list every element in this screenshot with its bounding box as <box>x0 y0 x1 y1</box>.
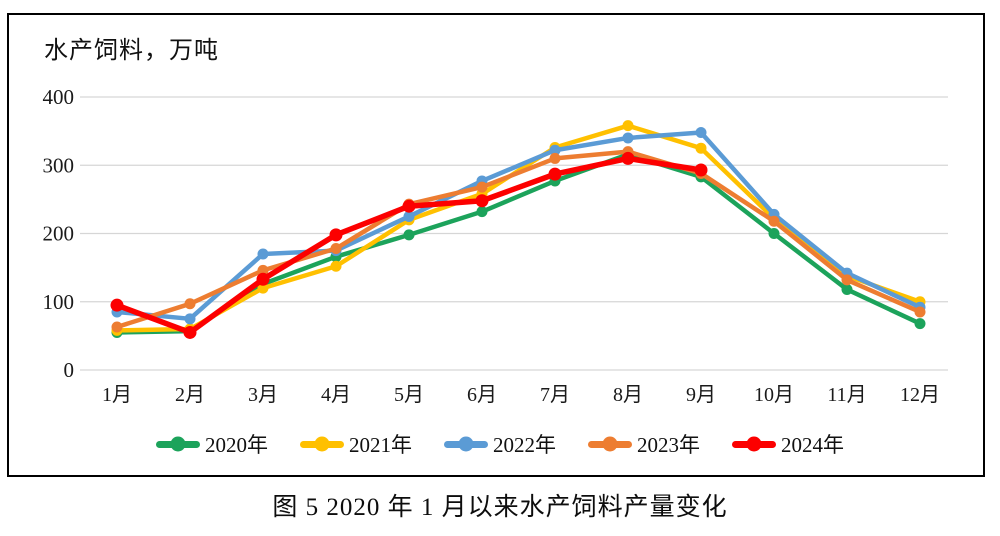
series-marker-2022年 <box>184 313 196 325</box>
series-marker-2021年 <box>695 142 707 154</box>
series-marker-2020年 <box>476 206 488 218</box>
y-tick-label: 200 <box>43 222 75 246</box>
legend-dot-icon <box>458 436 474 452</box>
legend-dot-icon <box>170 436 186 452</box>
y-tick-label: 0 <box>64 358 75 382</box>
series-marker-2024年 <box>329 228 343 242</box>
legend-label: 2020年 <box>205 433 268 457</box>
series-marker-2022年 <box>695 126 707 138</box>
series-marker-2023年 <box>184 298 196 310</box>
series-marker-2020年 <box>841 283 853 295</box>
chart-title: 水产饲料，万吨 <box>44 38 219 64</box>
series-marker-2024年 <box>110 298 124 312</box>
legend-item-2024年: 2024年 <box>732 429 844 459</box>
x-tick-label: 5月 <box>394 384 424 406</box>
legend-line-marker-icon <box>444 436 488 452</box>
legend-line-marker-icon <box>300 436 344 452</box>
legend-label: 2023年 <box>637 433 700 457</box>
series-marker-2023年 <box>914 306 926 318</box>
legend-item-2020年: 2020年 <box>156 429 268 459</box>
legend-label: 2024年 <box>781 433 844 457</box>
series-marker-2023年 <box>257 264 269 276</box>
series-marker-2024年 <box>694 163 708 177</box>
x-tick-label: 9月 <box>686 384 716 406</box>
legend-line-marker-icon <box>732 436 776 452</box>
series-marker-2020年 <box>768 228 780 239</box>
series-marker-2022年 <box>403 210 415 222</box>
series-marker-2024年 <box>621 151 635 165</box>
legend-dot-icon <box>602 436 618 452</box>
y-tick-label: 300 <box>43 153 75 177</box>
legend-dot-icon <box>314 436 330 452</box>
y-tick-label: 400 <box>43 85 75 109</box>
figure-frame <box>7 13 985 477</box>
x-tick-label: 8月 <box>613 384 643 406</box>
series-marker-2022年 <box>549 144 561 156</box>
y-tick-label: 100 <box>43 290 75 314</box>
legend-item-2023年: 2023年 <box>588 429 700 459</box>
series-marker-2021年 <box>622 120 634 132</box>
series-marker-2021年 <box>330 260 342 272</box>
x-tick-label: 6月 <box>467 384 497 406</box>
series-line-2022年 <box>114 130 923 322</box>
x-tick-label: 10月 <box>754 384 794 406</box>
x-tick-label: 12月 <box>900 384 940 406</box>
legend-line-marker-icon <box>156 436 200 452</box>
chart-legend: 2020年 2021年 2022年 2023年 2024年 <box>0 429 1000 459</box>
series-marker-2023年 <box>330 243 342 255</box>
legend-dot-icon <box>746 436 762 452</box>
x-tick-label: 2月 <box>175 384 205 406</box>
x-tick-label: 1月 <box>102 384 132 406</box>
figure-caption: 图 5 2020 年 1 月以来水产饲料产量变化 <box>272 494 728 521</box>
series-marker-2022年 <box>622 132 634 144</box>
x-tick-label: 11月 <box>827 384 866 406</box>
series-marker-2023年 <box>549 152 561 164</box>
legend-item-2021年: 2021年 <box>300 429 412 459</box>
series-marker-2023年 <box>111 321 123 333</box>
series-marker-2022年 <box>257 248 269 260</box>
series-marker-2024年 <box>548 167 562 181</box>
legend-item-2022年: 2022年 <box>444 429 556 459</box>
series-marker-2023年 <box>841 274 853 286</box>
series-line-2020年 <box>114 152 923 335</box>
legend-line-marker-icon <box>588 436 632 452</box>
series-marker-2021年 <box>257 282 269 294</box>
series-marker-2023年 <box>476 181 488 193</box>
series-marker-2024年 <box>183 325 197 339</box>
x-tick-label: 3月 <box>248 384 278 406</box>
x-tick-label: 4月 <box>321 384 351 406</box>
series-marker-2024年 <box>475 194 489 208</box>
series-marker-2023年 <box>768 215 780 227</box>
series-marker-2024年 <box>256 272 270 286</box>
legend-label: 2021年 <box>349 433 412 457</box>
legend-label: 2022年 <box>493 433 556 457</box>
series-marker-2020年 <box>914 318 926 330</box>
series-line-2023年 <box>114 149 923 330</box>
series-marker-2020年 <box>403 229 415 241</box>
x-tick-label: 7月 <box>540 384 570 406</box>
series-marker-2024年 <box>402 199 416 213</box>
